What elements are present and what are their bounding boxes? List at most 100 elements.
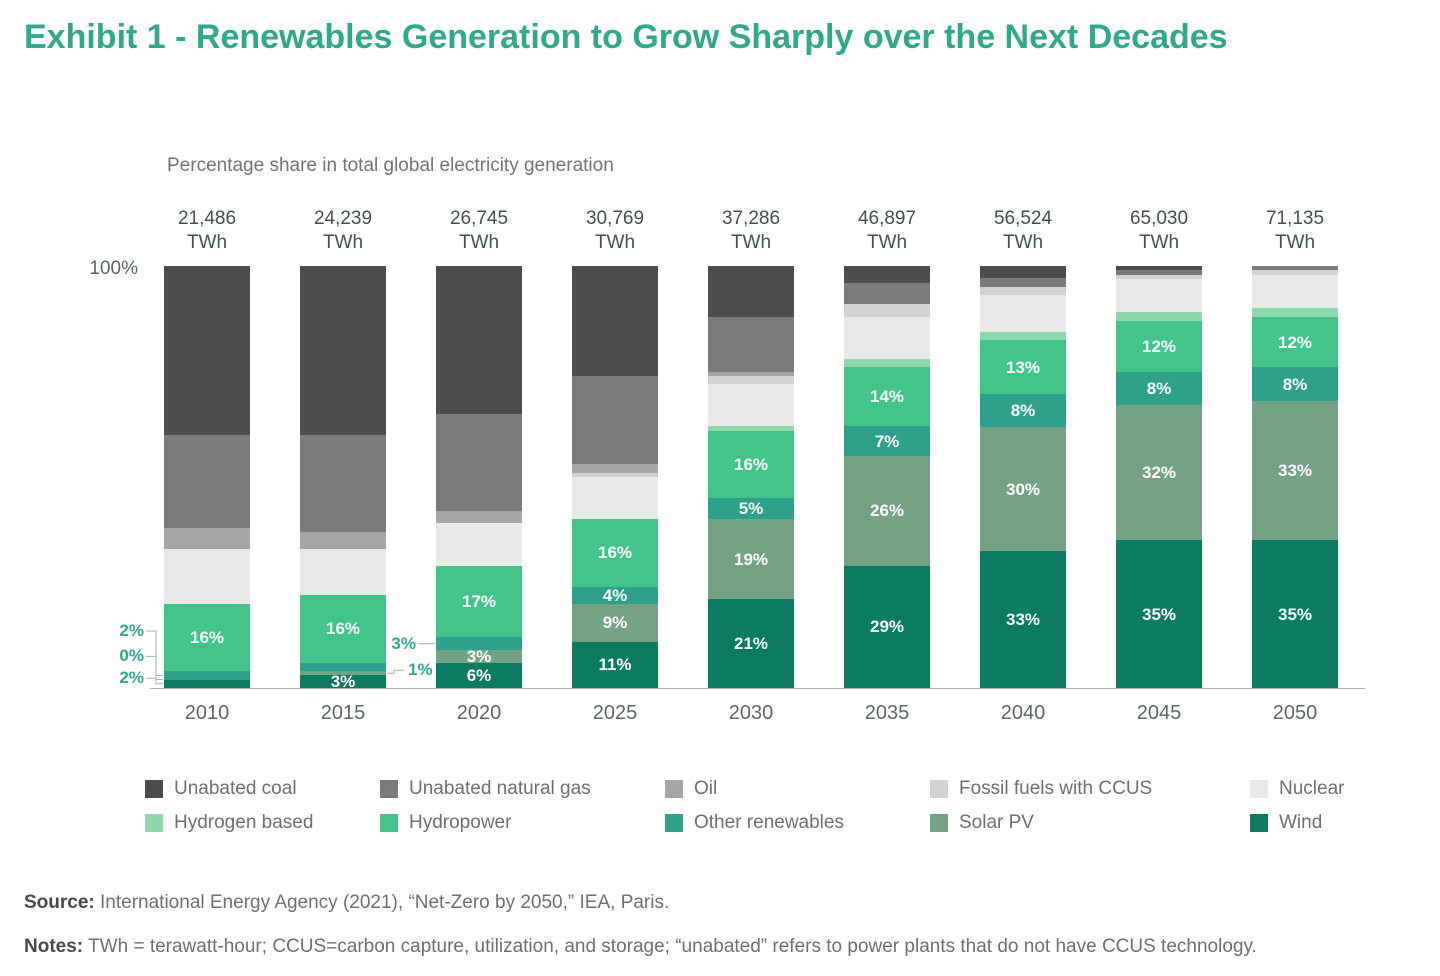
segment-hydropower: 12% [1252,316,1338,368]
bar-column-2040: 56,524 TWh 33% 30% 8% 13% 2040 [955,196,1091,725]
segment-value-label: 17% [461,592,497,611]
segment-fossil-fuels-with-ccus [1252,270,1338,275]
segment-fossil-fuels-with-ccus [980,286,1066,295]
bar-column-2020: 26,745 TWh 6% 3% 17% 2020 [411,196,547,725]
callout-label-2010-solar-pv: 0% [119,646,144,666]
callout-label-2015-solar-pv: 1% [408,660,433,680]
stacked-bar-2045: 35% 32% 8% 12% [1116,266,1202,688]
segment-hydropower: 16% [300,595,386,663]
segment-solar-pv [300,671,386,676]
segment-value-label: 35% [1141,604,1177,624]
legend-label: Nuclear [1279,778,1345,799]
legend-label: Fossil fuels with CCUS [959,778,1153,799]
segment-solar-pv: 9% [572,603,658,642]
segment-oil [436,510,522,524]
notes-text: TWh = terawatt-hour; CCUS=carbon capture… [83,935,1257,957]
segment-unabated-natural-gas [980,278,1066,287]
segment-other-renewables [164,671,250,680]
total-twh-label: 21,486 TWh [177,207,237,254]
legend-swatch-unabated-natural-gas [380,780,398,798]
segment-hydrogen-based [1116,312,1202,321]
segment-value-label: 8% [1282,374,1308,394]
segment-nuclear [164,548,250,604]
legend-item-wind: Wind [1250,812,1322,834]
segment-nuclear [572,477,658,520]
x-axis-label-2040: 2040 [1000,702,1046,724]
segment-fossil-fuels-with-ccus [708,375,794,385]
segment-other-renewables: 4% [572,587,658,604]
segment-wind: 3% [300,672,386,692]
segment-fossil-fuels-with-ccus [844,304,930,317]
x-axis-label-2050: 2050 [1272,702,1318,724]
stacked-bar-2010: 16% [164,266,250,688]
legend-swatch-hydropower [380,814,398,832]
segment-other-renewables: 5% [708,498,794,520]
segment-unabated-natural-gas [300,434,386,532]
segment-unabated-natural-gas [164,434,250,528]
stacked-bar-2040: 33% 30% 8% 13% [980,266,1066,688]
chart-legend: Unabated coal Unabated natural gas Oil Foss… [0,772,1440,848]
segment-value-label: 16% [733,454,769,474]
segment-hydrogen-based [980,332,1066,341]
segment-other-renewables: 8% [1252,367,1338,402]
segment-hydropower: 13% [980,340,1066,395]
segment-oil [708,371,794,376]
segment-unabated-natural-gas [572,375,658,465]
legend-item-oil: Oil [665,778,717,800]
bar-column-2050: 71,135 TWh 35% 33% 8% 12% 2050 [1227,196,1363,725]
total-twh-label: 56,524 TWh [993,207,1053,254]
bar-column-2025: 30,769 TWh 11% 9% 4% 16% 2025 [547,196,683,725]
segment-value-label: 8% [1146,378,1172,398]
x-axis-label-2015: 2015 [320,702,366,724]
source-label: Source: [24,892,95,913]
segment-other-renewables: 8% [980,394,1066,428]
source-text: International Energy Agency (2021), “Net… [94,892,670,913]
legend-label: Wind [1279,812,1323,833]
segment-value-label: 13% [1005,357,1041,377]
bar-column-2010: 21,486 TWh 16% 2010 [139,196,275,725]
segment-hydrogen-based [844,358,930,368]
segment-other-renewables [300,662,386,672]
notes-note: Notes: TWh = terawatt-hour; CCUS=carbon … [24,934,1424,961]
legend-label: Hydrogen based [174,812,314,833]
segment-other-renewables [436,637,522,651]
segment-wind [164,679,250,688]
segment-wind: 11% [572,641,658,688]
stacked-bar-2035: 29% 26% 7% 14% [844,266,930,688]
segment-hydropower: 14% [844,367,930,427]
segment-value-label: 11% [598,655,632,675]
segment-value-label: 30% [1005,479,1041,499]
segment-solar-pv: 33% [1252,401,1338,541]
segment-value-label: 32% [1141,463,1177,483]
segment-fossil-fuels-with-ccus [572,472,658,478]
legend-label: Hydropower [409,812,512,833]
callout-label-2010-wind: 2% [119,668,144,688]
segment-other-renewables: 7% [844,426,930,456]
segment-unabated-coal [164,266,250,435]
segment-hydropower: 16% [164,603,250,672]
segment-value-label: 3% [466,646,492,666]
segment-value-label: 7% [874,431,900,451]
segment-value-label: 14% [869,387,905,407]
legend-swatch-wind [1250,814,1268,832]
segment-unabated-coal [572,266,658,376]
segment-unabated-coal [980,266,1066,279]
legend-swatch-hydrogen-based [145,814,163,832]
x-axis-label-2025: 2025 [592,702,638,724]
segment-hydropower: 12% [1116,320,1202,372]
segment-value-label: 3% [330,672,356,692]
segment-wind: 35% [1252,540,1338,688]
segment-wind: 33% [980,551,1066,688]
stacked-bar-2050: 35% 33% 8% 12% [1252,266,1338,688]
segment-solar-pv: 26% [844,455,930,566]
segment-nuclear [844,316,930,359]
chart-footer: Source: International Energy Agency (202… [24,890,1424,976]
segment-value-label: 29% [869,617,905,637]
segment-value-label: 4% [602,585,628,605]
legend-swatch-other-renewables [665,814,683,832]
x-axis-label-2030: 2030 [728,702,774,724]
legend-item-fossil-fuels-with-ccus: Fossil fuels with CCUS [930,778,1152,800]
segment-oil [300,531,386,549]
total-twh-label: 24,239 TWh [313,207,373,254]
segment-hydrogen-based [708,426,794,431]
